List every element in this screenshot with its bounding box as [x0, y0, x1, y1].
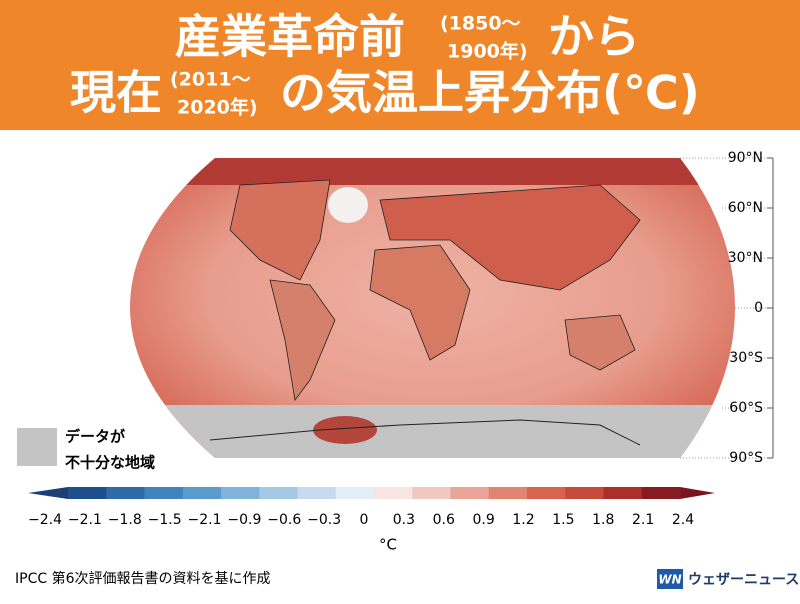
logo-text: ウェザーニュース [688, 572, 799, 588]
colorbar-tick-label: 0.9 [472, 512, 494, 528]
legend-text: 不十分な地域 [65, 454, 155, 472]
lat-label: 90°N [728, 150, 763, 166]
arctic [130, 158, 735, 185]
lat-label: 30°N [728, 250, 763, 266]
colorbar-tick-label: 0.3 [393, 512, 415, 528]
title-paren: (1850〜 [440, 13, 521, 35]
colorbar-swatch [374, 487, 413, 499]
title: 産業革命前 (1850〜 1900年) から 現在 (2011〜 2020年) … [70, 10, 700, 120]
colorbar-tick-label: −1.5 [148, 512, 182, 528]
colorbar-swatch [144, 487, 184, 499]
no-data-antarctica [130, 405, 735, 458]
colorbar-tick-label: −2.4 [28, 512, 62, 528]
colorbar-tick-label: −2.1 [188, 512, 222, 528]
colorbar-swatch [450, 487, 490, 499]
colorbar-swatch [527, 487, 566, 499]
colorbar: −2.4 −2.1 −1.8 −1.5 −2.1 −0.9 −0.6 −0.3 0 0.3 0.6 0… [28, 487, 715, 528]
lat-label: 60°N [728, 200, 763, 216]
colorbar-tick-label: 2.1 [632, 512, 654, 528]
colorbar-tick-label: −1.8 [108, 512, 142, 528]
legend-text: データが [65, 428, 126, 446]
colorbar-swatch [297, 487, 337, 499]
colorbar-swatch [412, 487, 451, 499]
colorbar-swatch [565, 487, 604, 499]
title-paren: 1900年) [447, 40, 528, 63]
colorbar-tick-label: −0.9 [227, 512, 261, 528]
title-text: から [548, 10, 640, 64]
title-text: の気温上昇分布(℃) [280, 66, 700, 120]
colorbar-tick-label: −0.6 [267, 512, 301, 528]
logo-mark-box [657, 569, 683, 589]
australia [564, 314, 636, 371]
colorbar-swatch [106, 487, 145, 499]
colorbar-swatch [488, 487, 528, 499]
antarctic-peninsula [313, 416, 377, 444]
title-paren: 2020年) [177, 96, 258, 119]
colorbar-swatch [603, 487, 643, 499]
header-band [0, 0, 800, 130]
lat-label: 90°S [729, 450, 763, 466]
antarctica-coast [209, 419, 641, 446]
colorbar-tick-label: 1.8 [592, 512, 614, 528]
eurasia [379, 184, 641, 291]
colorbar-swatch [221, 487, 260, 499]
colorbar-tick-label: 2.4 [672, 512, 694, 528]
colorbar-swatch [182, 487, 222, 499]
colorbar-tick-label: −0.3 [307, 512, 341, 528]
colorbar-swatch [641, 487, 681, 499]
colorbar-swatch [335, 487, 375, 499]
title-text: 現在 [70, 66, 162, 120]
colorbar-tick-label: −2.1 [68, 512, 102, 528]
colorbar-swatch [259, 487, 298, 499]
source: IPCC 第6次評価報告書の資料を基に作成 [15, 570, 270, 587]
greenland-area [328, 187, 368, 223]
colorbar-unit: °C [379, 536, 397, 554]
colorbar-tick-label: 0 [360, 512, 369, 528]
no-data-swatch [17, 428, 57, 466]
logo-mark: WN [658, 573, 681, 587]
lat-label: 0 [754, 300, 763, 316]
colorbar-swatch [68, 487, 107, 499]
lat-label: 60°S [729, 400, 763, 416]
africa [369, 244, 471, 361]
colorbar-low [28, 487, 68, 499]
colorbar-tick-label: 1.5 [552, 512, 574, 528]
title-paren: (2011〜 [170, 69, 251, 91]
colorbar-tick-label: 0.6 [433, 512, 455, 528]
map [130, 158, 735, 458]
colorbar-tick-label: 1.2 [512, 512, 534, 528]
latitude-axis: 90°N 60°N 30°N 0 30°S 60°S 90°S [680, 150, 773, 466]
north-america [229, 179, 331, 281]
title-text: 産業革命前 [175, 10, 405, 64]
lat-label: 30°S [729, 350, 763, 366]
colorbar-high [680, 487, 715, 499]
south-america [269, 279, 336, 401]
